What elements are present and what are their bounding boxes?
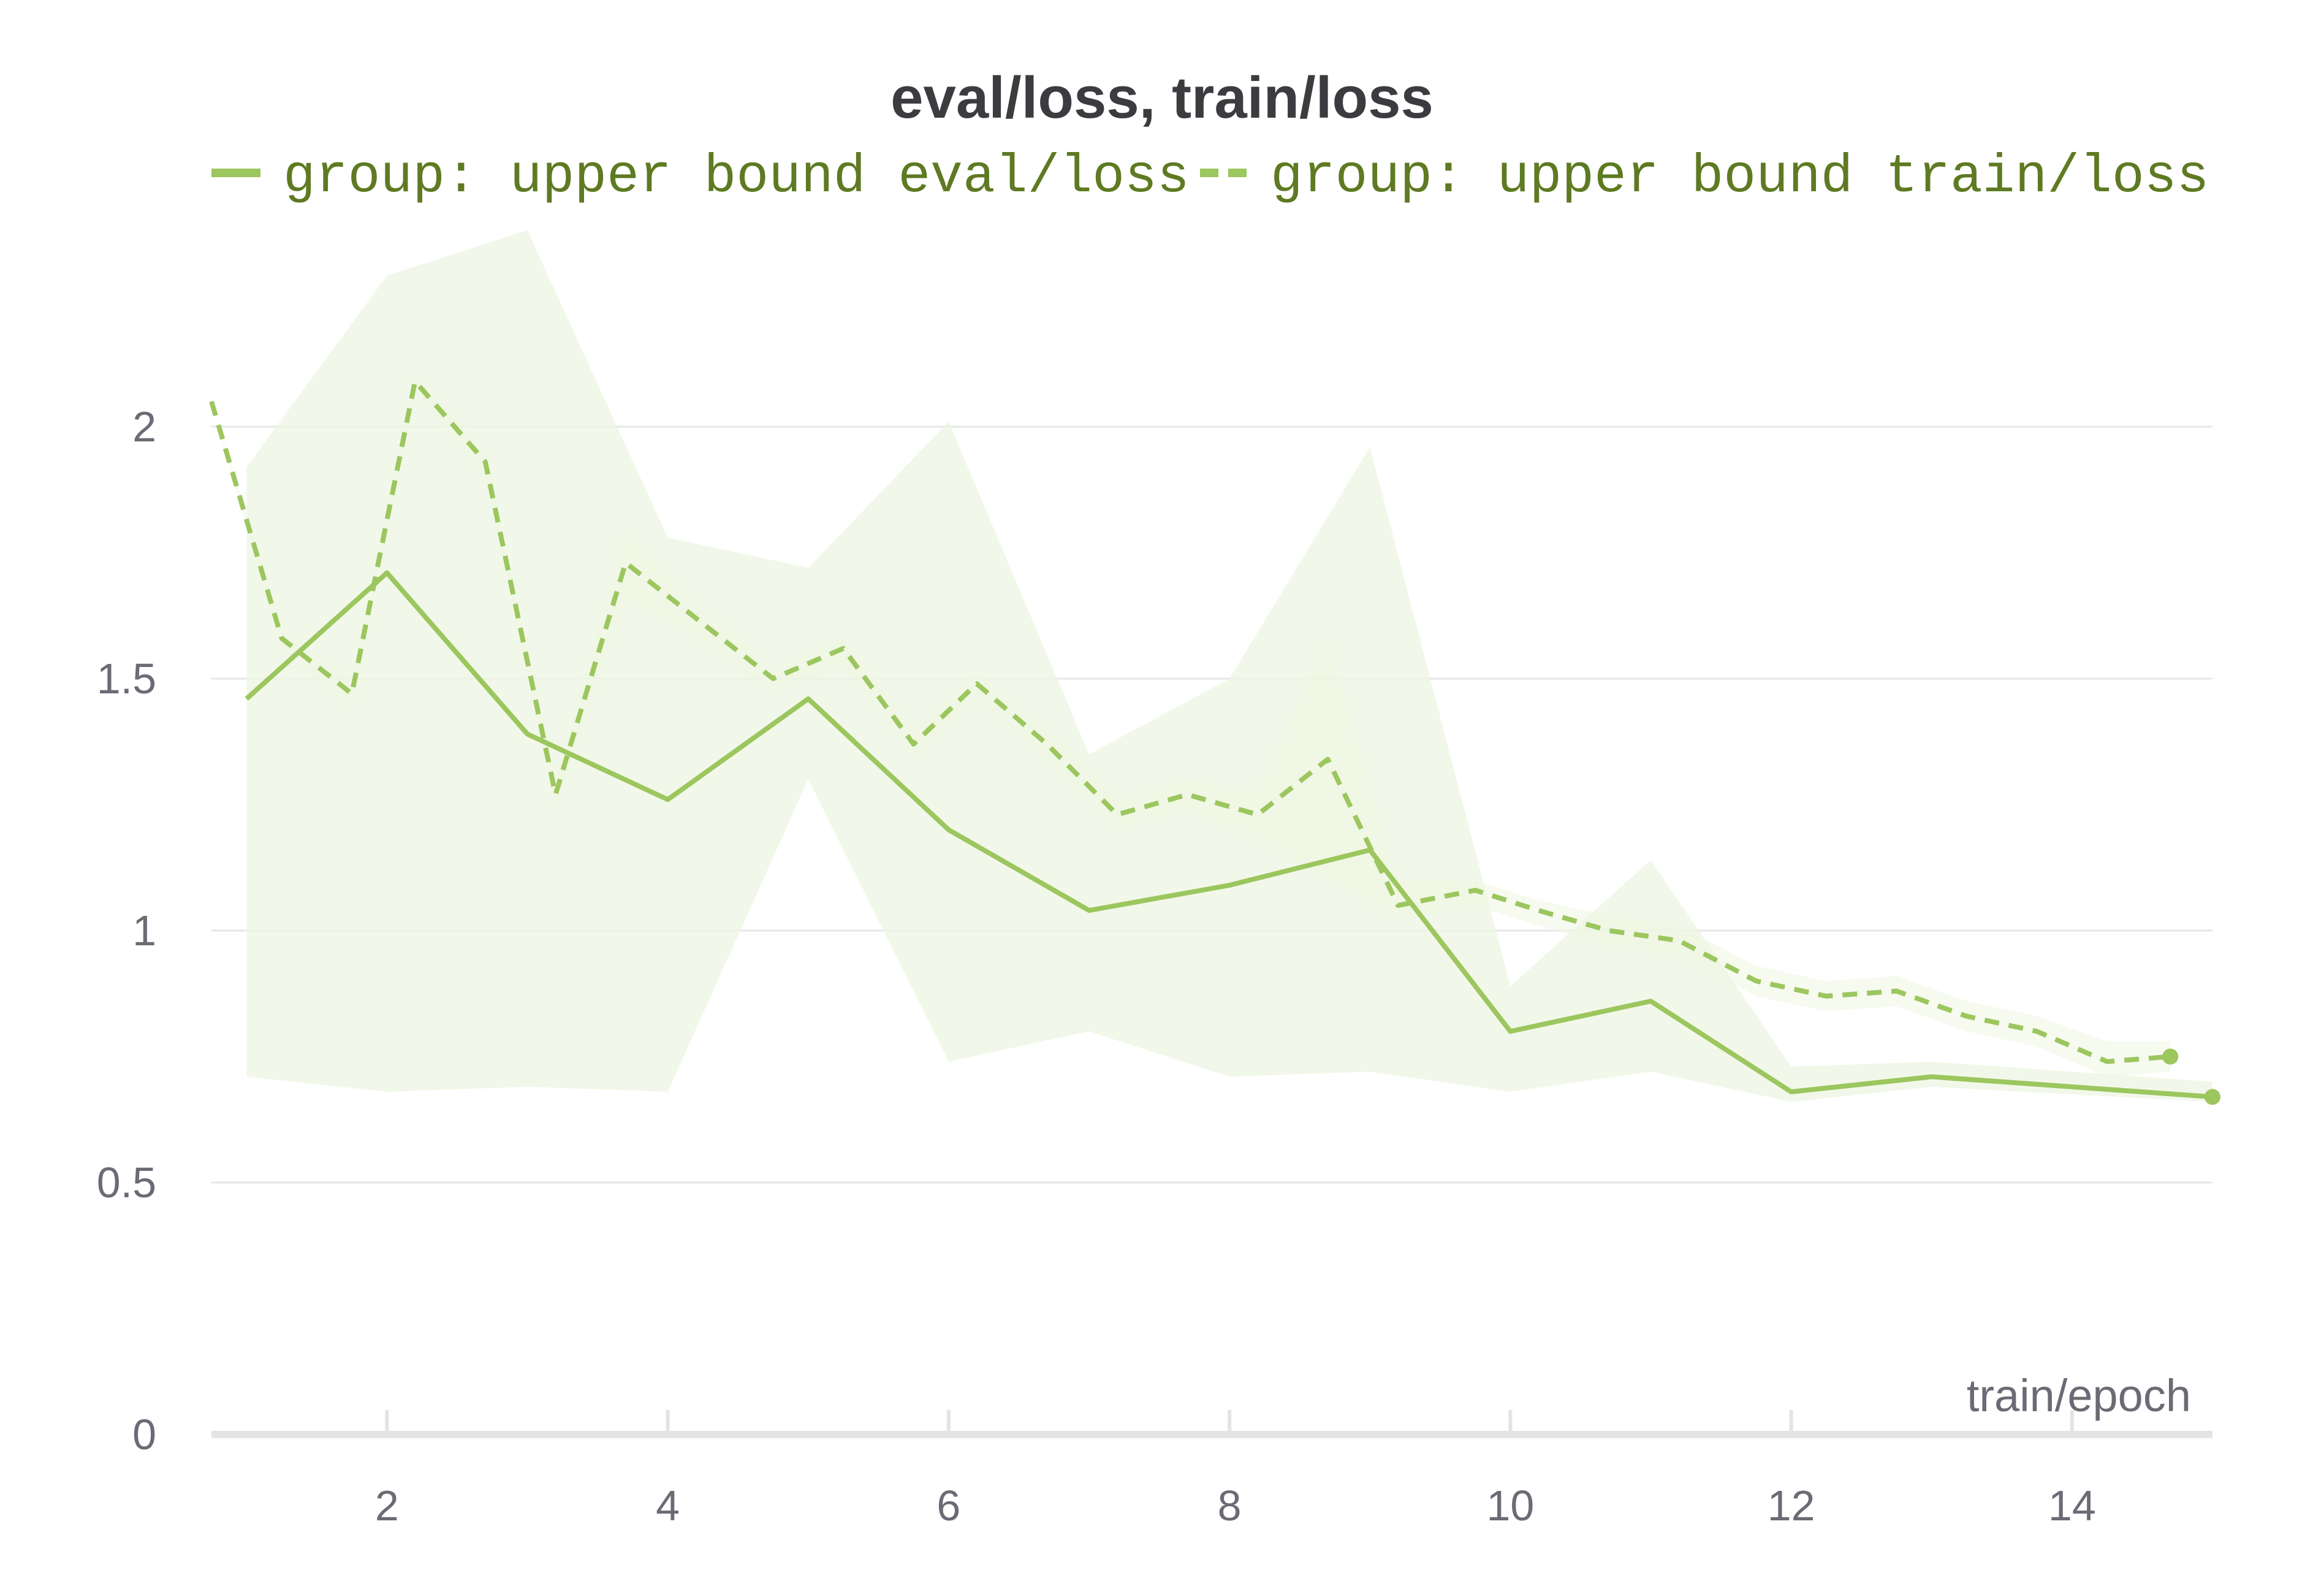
y-tick-label: 0 bbox=[132, 1411, 156, 1458]
y-tick-label: 1 bbox=[132, 907, 156, 955]
x-axis-label: train/epoch bbox=[1967, 1370, 2191, 1421]
axes bbox=[211, 1410, 2212, 1438]
series-end-point-1[interactable] bbox=[2162, 1048, 2179, 1065]
x-tick-label: 14 bbox=[2048, 1482, 2096, 1530]
x-tick-label: 2 bbox=[375, 1482, 399, 1530]
series-end-point-0[interactable] bbox=[2204, 1089, 2220, 1105]
y-tick-label: 1.5 bbox=[97, 655, 156, 703]
series-line-1[interactable] bbox=[209, 379, 2171, 1064]
x-tick-label: 8 bbox=[1218, 1482, 1242, 1530]
chart-title: eval/loss, train/loss bbox=[890, 65, 1434, 131]
y-tick-label: 0.5 bbox=[97, 1159, 156, 1206]
series-lines bbox=[209, 379, 2220, 1105]
legend-label-train-loss: group: upper bound train/loss bbox=[1270, 147, 2209, 208]
x-tick-label: 12 bbox=[1768, 1482, 1815, 1530]
x-tick-labels: 2 4 6 8 10 12 14 bbox=[375, 1482, 2096, 1530]
confidence-bands bbox=[211, 230, 2212, 1102]
legend-label-eval-loss: group: upper bound eval/loss bbox=[283, 147, 1190, 208]
x-tick-label: 6 bbox=[936, 1482, 960, 1530]
band-series-0 bbox=[246, 230, 2212, 1102]
series-line-0[interactable] bbox=[245, 570, 2213, 1100]
legend[interactable]: group: upper bound eval/loss group: uppe… bbox=[211, 147, 2209, 208]
y-tick-labels: 0 0.5 1 1.5 2 bbox=[97, 403, 156, 1458]
x-tick-label: 4 bbox=[656, 1482, 680, 1530]
band-series-1 bbox=[211, 376, 2171, 1077]
y-tick-label: 2 bbox=[132, 403, 156, 451]
x-tick-label: 10 bbox=[1486, 1482, 1534, 1530]
